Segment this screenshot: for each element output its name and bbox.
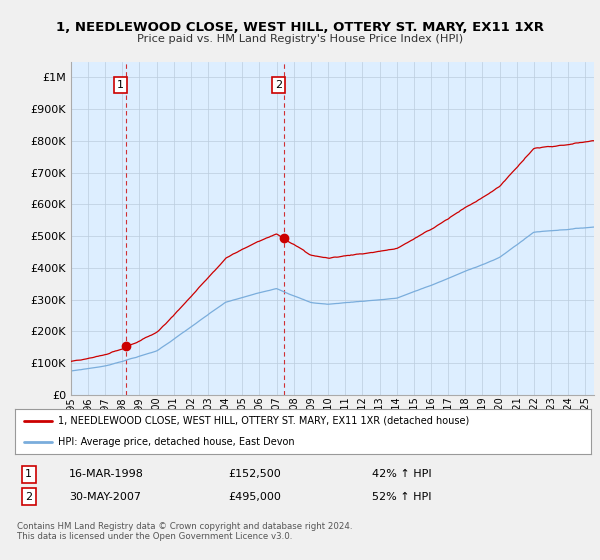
Text: 2: 2: [25, 492, 32, 502]
Text: 1: 1: [117, 80, 124, 90]
Text: 2: 2: [275, 80, 282, 90]
Text: 1: 1: [25, 469, 32, 479]
Text: £152,500: £152,500: [228, 469, 281, 479]
Text: 30-MAY-2007: 30-MAY-2007: [69, 492, 141, 502]
Text: This data is licensed under the Open Government Licence v3.0.: This data is licensed under the Open Gov…: [17, 532, 292, 541]
Text: 1, NEEDLEWOOD CLOSE, WEST HILL, OTTERY ST. MARY, EX11 1XR: 1, NEEDLEWOOD CLOSE, WEST HILL, OTTERY S…: [56, 21, 544, 34]
Text: Price paid vs. HM Land Registry's House Price Index (HPI): Price paid vs. HM Land Registry's House …: [137, 34, 463, 44]
Text: HPI: Average price, detached house, East Devon: HPI: Average price, detached house, East…: [58, 436, 295, 446]
Text: 16-MAR-1998: 16-MAR-1998: [69, 469, 144, 479]
Text: £495,000: £495,000: [228, 492, 281, 502]
Text: Contains HM Land Registry data © Crown copyright and database right 2024.: Contains HM Land Registry data © Crown c…: [17, 522, 352, 531]
Text: 42% ↑ HPI: 42% ↑ HPI: [372, 469, 431, 479]
Text: 52% ↑ HPI: 52% ↑ HPI: [372, 492, 431, 502]
Text: 1, NEEDLEWOOD CLOSE, WEST HILL, OTTERY ST. MARY, EX11 1XR (detached house): 1, NEEDLEWOOD CLOSE, WEST HILL, OTTERY S…: [58, 416, 469, 426]
